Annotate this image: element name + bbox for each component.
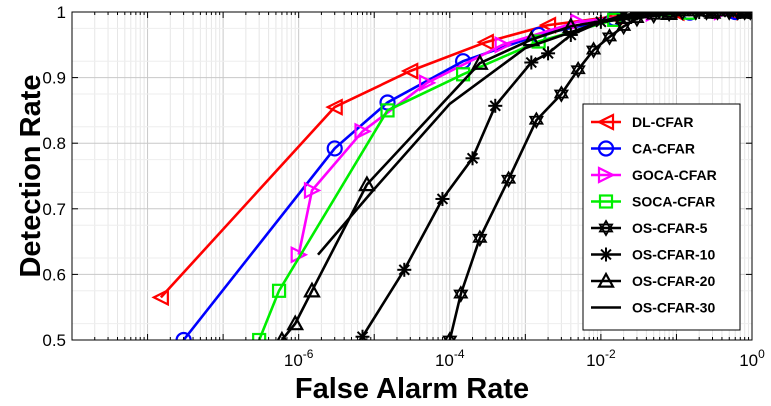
legend-label: SOCA-CFAR (632, 194, 715, 210)
y-tick-label: 0.6 (42, 265, 66, 284)
data-point (453, 285, 469, 303)
y-tick-label: 0.7 (42, 200, 66, 219)
x-tick-label: 10-2 (586, 347, 616, 370)
data-point (358, 175, 376, 192)
legend-label: OS-CFAR-20 (632, 273, 715, 289)
data-point (472, 229, 488, 248)
data-point (271, 283, 287, 298)
data-point (528, 111, 544, 130)
legend-label: GOCA-CFAR (632, 167, 717, 183)
data-point (598, 194, 614, 209)
data-point (597, 271, 615, 288)
data-point (400, 62, 419, 80)
legend-label: OS-CFAR-10 (632, 247, 715, 263)
plot-frame (71, 11, 753, 341)
data-point (354, 122, 372, 141)
legend-item: OS-CFAR-20 (591, 271, 715, 289)
ticks: 10-6 10-4 10-2 100 0.5 0.6 0.7 0.8 0.9 1 (42, 3, 765, 370)
legend-item: GOCA-CFAR (591, 166, 717, 184)
y-tick-label: 1 (57, 3, 66, 22)
y-tick-label: 0.9 (42, 69, 66, 88)
data-point (553, 85, 570, 103)
data-point (494, 36, 513, 54)
legend-label: DL-CFAR (632, 114, 693, 130)
y-tick-label: 0.5 (42, 331, 66, 350)
data-point (252, 332, 267, 340)
data-point (538, 16, 557, 34)
data-point (397, 262, 412, 277)
data-point (500, 170, 517, 189)
data-point (599, 247, 613, 262)
data-point (524, 55, 539, 70)
legend-item: OS-CFAR-30 (591, 300, 715, 316)
legend-item: SOCA-CFAR (591, 194, 715, 210)
data-point (570, 60, 586, 79)
legend-item: OS-CFAR-5 (591, 219, 708, 237)
data-point (601, 28, 618, 46)
data-point (703, 12, 722, 19)
data-point (727, 12, 744, 21)
y-tick-label: 0.8 (42, 134, 66, 153)
x-tick-label: 100 (739, 347, 765, 370)
data-point (541, 46, 556, 61)
legend: DL-CFAR CA-CFAR GOCA-CFAR SOCA-CFAR OS-CFAR-… (582, 103, 741, 331)
data-point (735, 12, 752, 19)
data-point (692, 12, 707, 19)
data-point (435, 191, 450, 206)
data-point (286, 314, 305, 331)
data-point (476, 33, 494, 51)
data-point (418, 74, 437, 92)
data-point (722, 12, 737, 19)
data-point (303, 181, 322, 200)
data-point (303, 281, 321, 298)
x-tick-label: 10-4 (435, 347, 465, 370)
data-point (614, 12, 633, 24)
data-point (326, 140, 343, 157)
legend-item: OS-CFAR-10 (591, 247, 715, 263)
data-point (597, 166, 616, 184)
data-point (470, 53, 489, 70)
legend-item: CA-CFAR (591, 140, 695, 157)
data-point (355, 329, 370, 340)
data-point (585, 41, 602, 59)
y-axis-label: Detection Rate (15, 74, 47, 277)
data-point (175, 331, 192, 340)
data-point (596, 113, 615, 131)
legend-item: DL-CFAR (591, 113, 693, 131)
data-point (276, 330, 288, 340)
data-point (598, 219, 614, 237)
data-point (151, 288, 169, 307)
legend-box (582, 103, 741, 331)
data-point (465, 151, 480, 166)
legend-label: OS-CFAR-5 (632, 220, 708, 236)
legend-label: OS-CFAR-30 (632, 300, 715, 316)
x-axis-label: False Alarm Rate (295, 373, 529, 405)
data-point (380, 103, 395, 118)
data-point (597, 140, 615, 157)
data-point (488, 98, 503, 113)
data-point (325, 98, 343, 116)
x-tick-label: 10-6 (284, 347, 314, 370)
legend-label: CA-CFAR (632, 141, 695, 157)
